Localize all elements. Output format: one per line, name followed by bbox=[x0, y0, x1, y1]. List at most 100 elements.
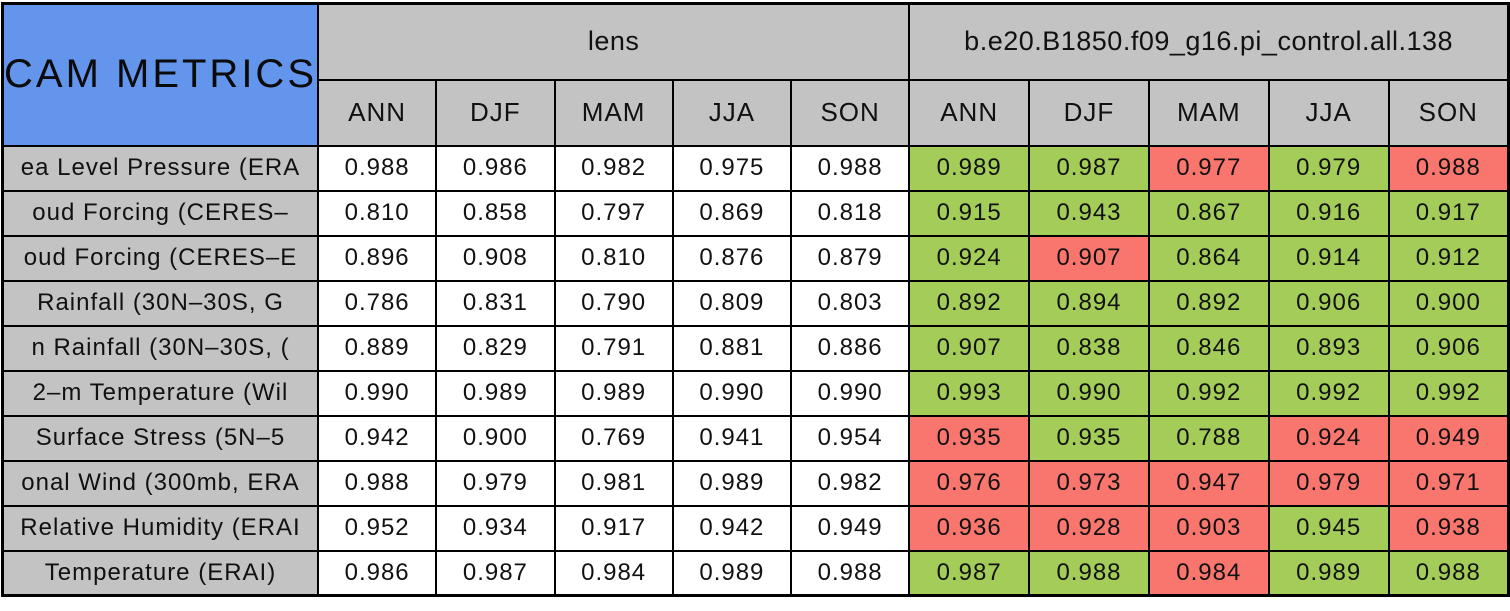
table-title-cell: CAM METRICS bbox=[1, 2, 319, 147]
control-value-cell: 0.988 bbox=[1387, 549, 1510, 597]
lens-value-cell: 0.831 bbox=[435, 279, 556, 327]
control-value-cell: 0.984 bbox=[1147, 549, 1270, 597]
metric-label: oud Forcing (CERES–E bbox=[1, 234, 319, 282]
control-value-cell: 0.914 bbox=[1267, 234, 1390, 282]
control-value-cell: 0.949 bbox=[1387, 414, 1510, 462]
season-header-lens-mam: MAM bbox=[553, 78, 674, 147]
season-header-control-son: SON bbox=[1387, 78, 1510, 147]
lens-value-cell: 0.818 bbox=[789, 189, 911, 237]
season-header-lens-jja: JJA bbox=[671, 78, 793, 147]
season-header-control-ann: ANN bbox=[908, 78, 1031, 147]
lens-value-cell: 0.829 bbox=[435, 324, 556, 372]
metric-label: ea Level Pressure (ERA bbox=[1, 144, 319, 192]
lens-value-cell: 0.786 bbox=[316, 279, 438, 327]
control-value-cell: 0.912 bbox=[1387, 234, 1510, 282]
control-value-cell: 0.867 bbox=[1147, 189, 1270, 237]
control-value-cell: 0.936 bbox=[908, 504, 1031, 552]
lens-value-cell: 0.989 bbox=[671, 459, 793, 507]
metric-label: Temperature (ERAI) bbox=[1, 549, 319, 597]
control-value-cell: 0.892 bbox=[1147, 279, 1270, 327]
metric-label: onal Wind (300mb, ERA bbox=[1, 459, 319, 507]
control-value-cell: 0.892 bbox=[908, 279, 1031, 327]
lens-value-cell: 0.982 bbox=[789, 459, 911, 507]
metric-label: 2–m Temperature (Wil bbox=[1, 369, 319, 417]
control-value-cell: 0.915 bbox=[908, 189, 1031, 237]
season-header-lens-son: SON bbox=[789, 78, 911, 147]
control-value-cell: 0.788 bbox=[1147, 414, 1270, 462]
lens-value-cell: 0.981 bbox=[553, 459, 674, 507]
lens-value-cell: 0.876 bbox=[671, 234, 793, 282]
lens-value-cell: 0.886 bbox=[789, 324, 911, 372]
lens-value-cell: 0.889 bbox=[316, 324, 438, 372]
table-row: oud Forcing (CERES–E 0.896 0.908 0.810 0.876… bbox=[1, 234, 1510, 282]
lens-value-cell: 0.797 bbox=[553, 189, 674, 237]
control-value-cell: 0.906 bbox=[1267, 279, 1390, 327]
lens-value-cell: 0.988 bbox=[789, 549, 911, 597]
lens-value-cell: 0.896 bbox=[316, 234, 438, 282]
metric-label: Rainfall (30N–30S, G bbox=[1, 279, 319, 327]
lens-value-cell: 0.934 bbox=[435, 504, 556, 552]
group-header-control-run: b.e20.B1850.f09_g16.pi_control.all.138 bbox=[908, 2, 1510, 81]
control-value-cell: 0.989 bbox=[908, 144, 1031, 192]
table-row: Relative Humidity (ERAI 0.952 0.934 0.917 0.… bbox=[1, 504, 1510, 552]
control-value-cell: 0.976 bbox=[908, 459, 1031, 507]
lens-value-cell: 0.941 bbox=[671, 414, 793, 462]
lens-value-cell: 0.900 bbox=[435, 414, 556, 462]
control-value-cell: 0.979 bbox=[1267, 144, 1390, 192]
table-row: 2–m Temperature (Wil 0.990 0.989 0.989 0.990… bbox=[1, 369, 1510, 417]
metrics-table-body: ea Level Pressure (ERA 0.988 0.986 0.982 0.9… bbox=[1, 144, 1510, 597]
control-value-cell: 0.894 bbox=[1028, 279, 1150, 327]
control-value-cell: 0.989 bbox=[1267, 549, 1390, 597]
control-value-cell: 0.838 bbox=[1028, 324, 1150, 372]
lens-value-cell: 0.942 bbox=[671, 504, 793, 552]
metric-label: Relative Humidity (ERAI bbox=[1, 504, 319, 552]
lens-value-cell: 0.989 bbox=[671, 549, 793, 597]
lens-value-cell: 0.987 bbox=[435, 549, 556, 597]
lens-value-cell: 0.982 bbox=[553, 144, 674, 192]
lens-value-cell: 0.989 bbox=[553, 369, 674, 417]
control-value-cell: 0.924 bbox=[1267, 414, 1390, 462]
season-header-control-jja: JJA bbox=[1267, 78, 1390, 147]
lens-value-cell: 0.810 bbox=[316, 189, 438, 237]
metric-label: oud Forcing (CERES– bbox=[1, 189, 319, 237]
control-value-cell: 0.917 bbox=[1387, 189, 1510, 237]
lens-value-cell: 0.869 bbox=[671, 189, 793, 237]
lens-value-cell: 0.810 bbox=[553, 234, 674, 282]
control-value-cell: 0.938 bbox=[1387, 504, 1510, 552]
control-value-cell: 0.903 bbox=[1147, 504, 1270, 552]
control-value-cell: 0.971 bbox=[1387, 459, 1510, 507]
control-value-cell: 0.990 bbox=[1028, 369, 1150, 417]
control-value-cell: 0.916 bbox=[1267, 189, 1390, 237]
lens-value-cell: 0.803 bbox=[789, 279, 911, 327]
control-value-cell: 0.924 bbox=[908, 234, 1031, 282]
control-value-cell: 0.987 bbox=[1028, 144, 1150, 192]
control-value-cell: 0.906 bbox=[1387, 324, 1510, 372]
lens-value-cell: 0.908 bbox=[435, 234, 556, 282]
group-header-lens: lens bbox=[316, 2, 911, 81]
cam-metrics-table: CAM METRICS lens b.e20.B1850.f09_g16.pi_… bbox=[1, 2, 1510, 597]
table-row: Surface Stress (5N–5 0.942 0.900 0.769 0.941… bbox=[1, 414, 1510, 462]
control-value-cell: 0.907 bbox=[908, 324, 1031, 372]
control-value-cell: 0.945 bbox=[1267, 504, 1390, 552]
season-header-control-mam: MAM bbox=[1147, 78, 1270, 147]
control-value-cell: 0.979 bbox=[1267, 459, 1390, 507]
control-value-cell: 0.928 bbox=[1028, 504, 1150, 552]
control-value-cell: 0.988 bbox=[1028, 549, 1150, 597]
table-row: Rainfall (30N–30S, G 0.786 0.831 0.790 0.809… bbox=[1, 279, 1510, 327]
lens-value-cell: 0.954 bbox=[789, 414, 911, 462]
lens-value-cell: 0.990 bbox=[789, 369, 911, 417]
table-row: onal Wind (300mb, ERA 0.988 0.979 0.981 0.98… bbox=[1, 459, 1510, 507]
metric-label: Surface Stress (5N–5 bbox=[1, 414, 319, 462]
control-value-cell: 0.992 bbox=[1387, 369, 1510, 417]
lens-value-cell: 0.791 bbox=[553, 324, 674, 372]
table-row: oud Forcing (CERES– 0.810 0.858 0.797 0.869 0… bbox=[1, 189, 1510, 237]
lens-value-cell: 0.949 bbox=[789, 504, 911, 552]
control-value-cell: 0.935 bbox=[1028, 414, 1150, 462]
control-value-cell: 0.935 bbox=[908, 414, 1031, 462]
control-value-cell: 0.893 bbox=[1267, 324, 1390, 372]
lens-value-cell: 0.769 bbox=[553, 414, 674, 462]
lens-value-cell: 0.942 bbox=[316, 414, 438, 462]
lens-value-cell: 0.989 bbox=[435, 369, 556, 417]
control-value-cell: 0.988 bbox=[1387, 144, 1510, 192]
